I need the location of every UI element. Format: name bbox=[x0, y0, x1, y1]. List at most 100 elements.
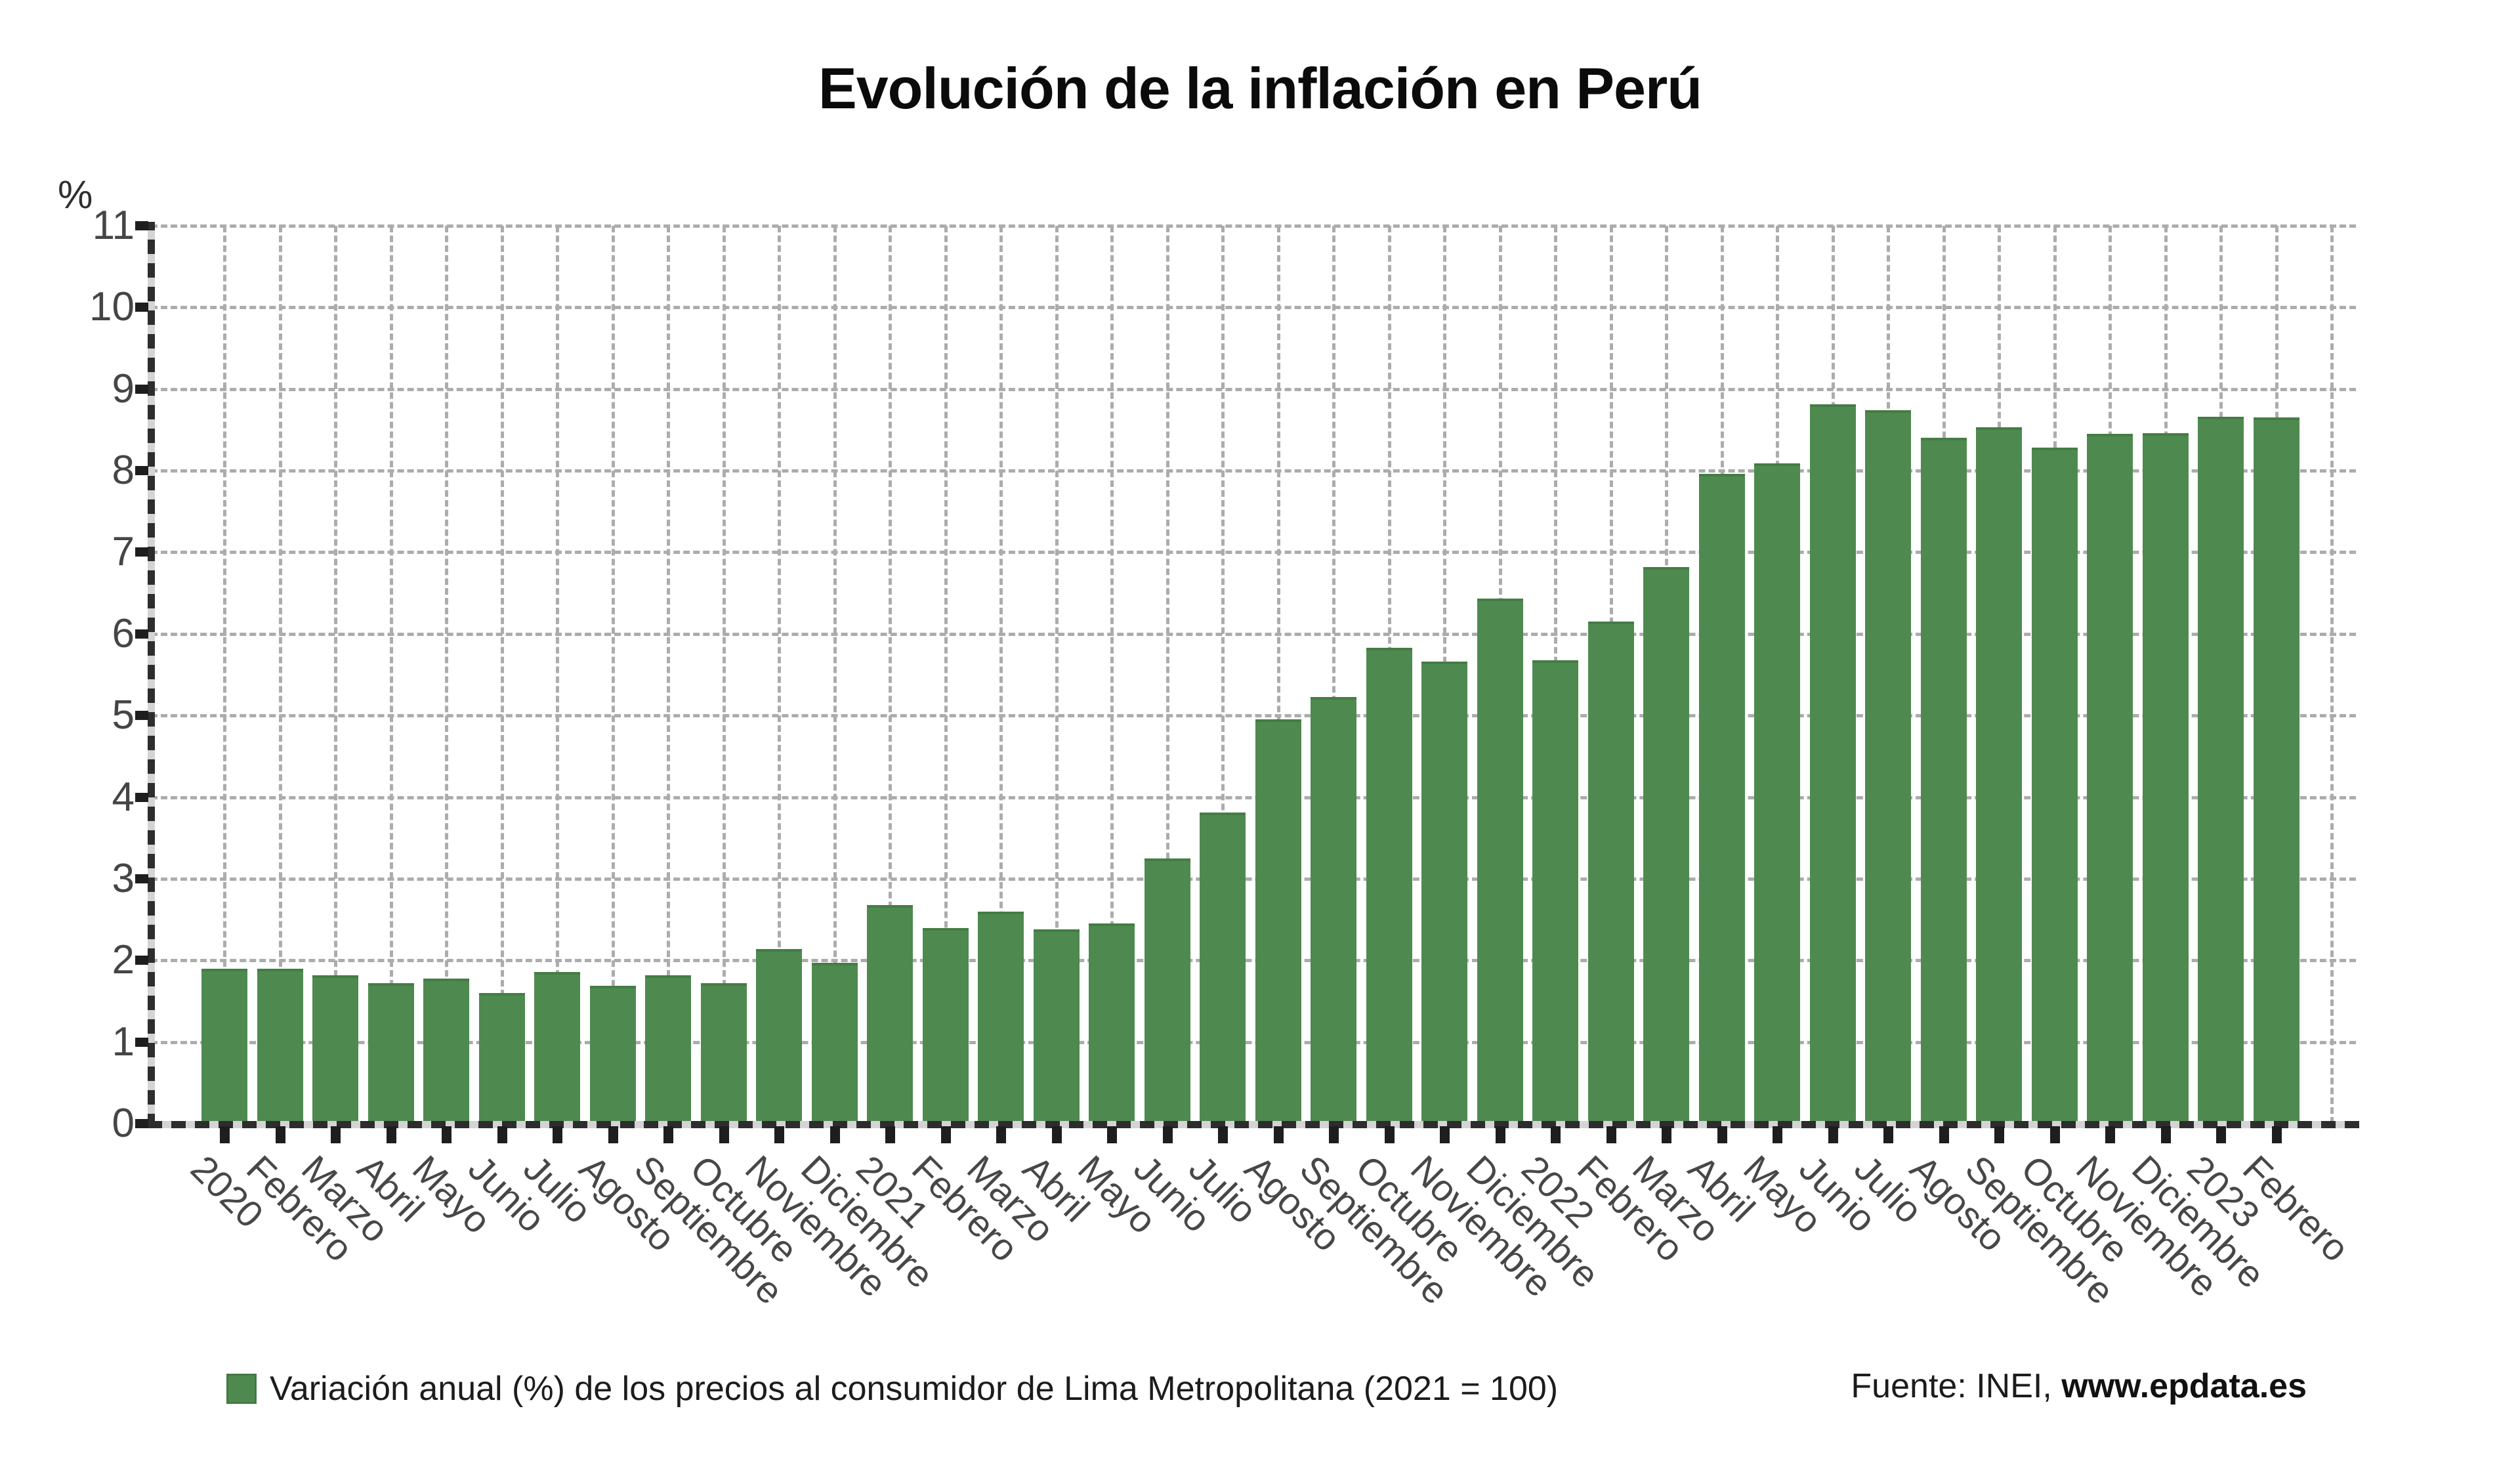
h-gridline bbox=[151, 632, 2356, 636]
h-gridline bbox=[151, 795, 2356, 799]
bar bbox=[478, 993, 525, 1124]
y-tick-mark bbox=[135, 711, 148, 721]
bar bbox=[1477, 599, 1523, 1124]
y-tick-label: 6 bbox=[112, 610, 135, 656]
bar bbox=[589, 985, 636, 1124]
y-axis-unit-label: % bbox=[58, 173, 93, 217]
y-tick-label: 8 bbox=[112, 448, 135, 494]
bar bbox=[1033, 929, 1080, 1124]
y-tick-label: 11 bbox=[92, 203, 135, 248]
y-tick-mark bbox=[135, 874, 148, 883]
x-tick-mark bbox=[1883, 1126, 1893, 1143]
bar bbox=[1311, 696, 1356, 1124]
y-tick-label: 5 bbox=[112, 692, 135, 738]
x-tick-mark bbox=[386, 1126, 396, 1143]
bar bbox=[1144, 858, 1190, 1124]
bar bbox=[756, 948, 802, 1124]
x-tick-mark bbox=[1384, 1126, 1395, 1143]
v-gridline bbox=[556, 226, 559, 1124]
h-gridline bbox=[151, 1040, 2356, 1044]
x-tick-mark bbox=[1828, 1126, 1838, 1143]
legend-label: Variación anual (%) de los precios al co… bbox=[270, 1370, 1559, 1408]
bar bbox=[423, 978, 469, 1124]
v-gridline bbox=[944, 226, 948, 1124]
x-tick-mark bbox=[2216, 1126, 2226, 1143]
bar bbox=[534, 971, 580, 1124]
h-gridline bbox=[151, 306, 2356, 310]
x-tick-mark bbox=[553, 1126, 562, 1143]
v-gridline bbox=[2330, 226, 2334, 1124]
h-gridline bbox=[151, 551, 2356, 555]
x-tick-mark bbox=[774, 1126, 784, 1143]
chart-title: Evolución de la inflación en Perú bbox=[818, 56, 1702, 121]
bar bbox=[645, 975, 691, 1124]
v-gridline bbox=[889, 226, 892, 1124]
x-tick-mark bbox=[1273, 1126, 1284, 1143]
x-tick-mark bbox=[220, 1126, 230, 1143]
v-gridline bbox=[1110, 226, 1114, 1124]
bar bbox=[1754, 463, 1800, 1124]
y-tick-mark bbox=[135, 466, 148, 476]
x-tick-mark bbox=[2105, 1126, 2115, 1143]
y-tick-mark bbox=[135, 384, 148, 394]
x-tick-mark bbox=[1218, 1126, 1228, 1143]
source-prefix: Fuente: INEI, bbox=[1851, 1367, 2052, 1405]
x-tick-mark bbox=[1440, 1126, 1450, 1143]
bar bbox=[2142, 433, 2189, 1124]
x-tick-mark bbox=[608, 1126, 618, 1143]
v-gridline bbox=[667, 226, 670, 1124]
bar bbox=[867, 904, 913, 1124]
v-gridline bbox=[389, 226, 393, 1124]
x-tick-mark bbox=[275, 1126, 285, 1143]
bar bbox=[2198, 417, 2244, 1124]
y-tick-label: 9 bbox=[112, 366, 135, 412]
y-tick-mark bbox=[135, 956, 148, 965]
bar bbox=[1865, 410, 1911, 1124]
x-tick-mark bbox=[663, 1126, 673, 1143]
x-tick-mark bbox=[1495, 1126, 1505, 1143]
x-tick-mark bbox=[1662, 1126, 1671, 1143]
x-tick-mark bbox=[996, 1126, 1006, 1143]
x-tick-mark bbox=[1551, 1126, 1561, 1143]
x-tick-mark bbox=[885, 1126, 895, 1143]
y-tick-mark bbox=[135, 547, 148, 557]
bar bbox=[368, 983, 414, 1124]
bar bbox=[1698, 474, 1745, 1124]
x-tick-mark bbox=[442, 1126, 452, 1143]
y-tick-label: 1 bbox=[112, 1019, 135, 1065]
bar bbox=[1421, 662, 1467, 1124]
h-gridline bbox=[151, 877, 2356, 881]
bar bbox=[1809, 404, 1856, 1124]
v-gridline bbox=[223, 226, 226, 1124]
x-axis-line bbox=[148, 1121, 2359, 1128]
y-tick-label: 2 bbox=[112, 937, 135, 983]
v-gridline bbox=[778, 226, 781, 1124]
h-gridline bbox=[151, 387, 2356, 391]
bar bbox=[811, 963, 858, 1124]
bar bbox=[1920, 438, 1967, 1124]
x-tick-mark bbox=[2160, 1126, 2171, 1143]
y-tick-label: 10 bbox=[89, 284, 135, 330]
x-tick-mark bbox=[1717, 1126, 1727, 1143]
v-gridline bbox=[334, 226, 337, 1124]
x-tick-mark bbox=[2049, 1126, 2060, 1143]
source-line: Fuente: INEI, www.epdata.es bbox=[1851, 1367, 2307, 1405]
legend: Variación anual (%) de los precios al co… bbox=[226, 1369, 1558, 1408]
x-tick-mark bbox=[1162, 1126, 1173, 1143]
x-tick-mark bbox=[331, 1126, 341, 1143]
x-tick-mark bbox=[497, 1126, 507, 1143]
bar bbox=[1366, 647, 1412, 1124]
x-tick-mark bbox=[719, 1126, 729, 1143]
x-tick-mark bbox=[1051, 1126, 1062, 1143]
bar bbox=[2031, 448, 2078, 1124]
bar bbox=[201, 968, 247, 1124]
bar bbox=[312, 975, 358, 1124]
bar bbox=[922, 927, 969, 1124]
h-gridline bbox=[151, 714, 2356, 718]
bar bbox=[1532, 660, 1578, 1124]
y-tick-mark bbox=[135, 1119, 148, 1128]
y-tick-label: 4 bbox=[112, 774, 135, 820]
y-tick-label: 3 bbox=[112, 855, 135, 901]
y-tick-mark bbox=[135, 1037, 148, 1047]
